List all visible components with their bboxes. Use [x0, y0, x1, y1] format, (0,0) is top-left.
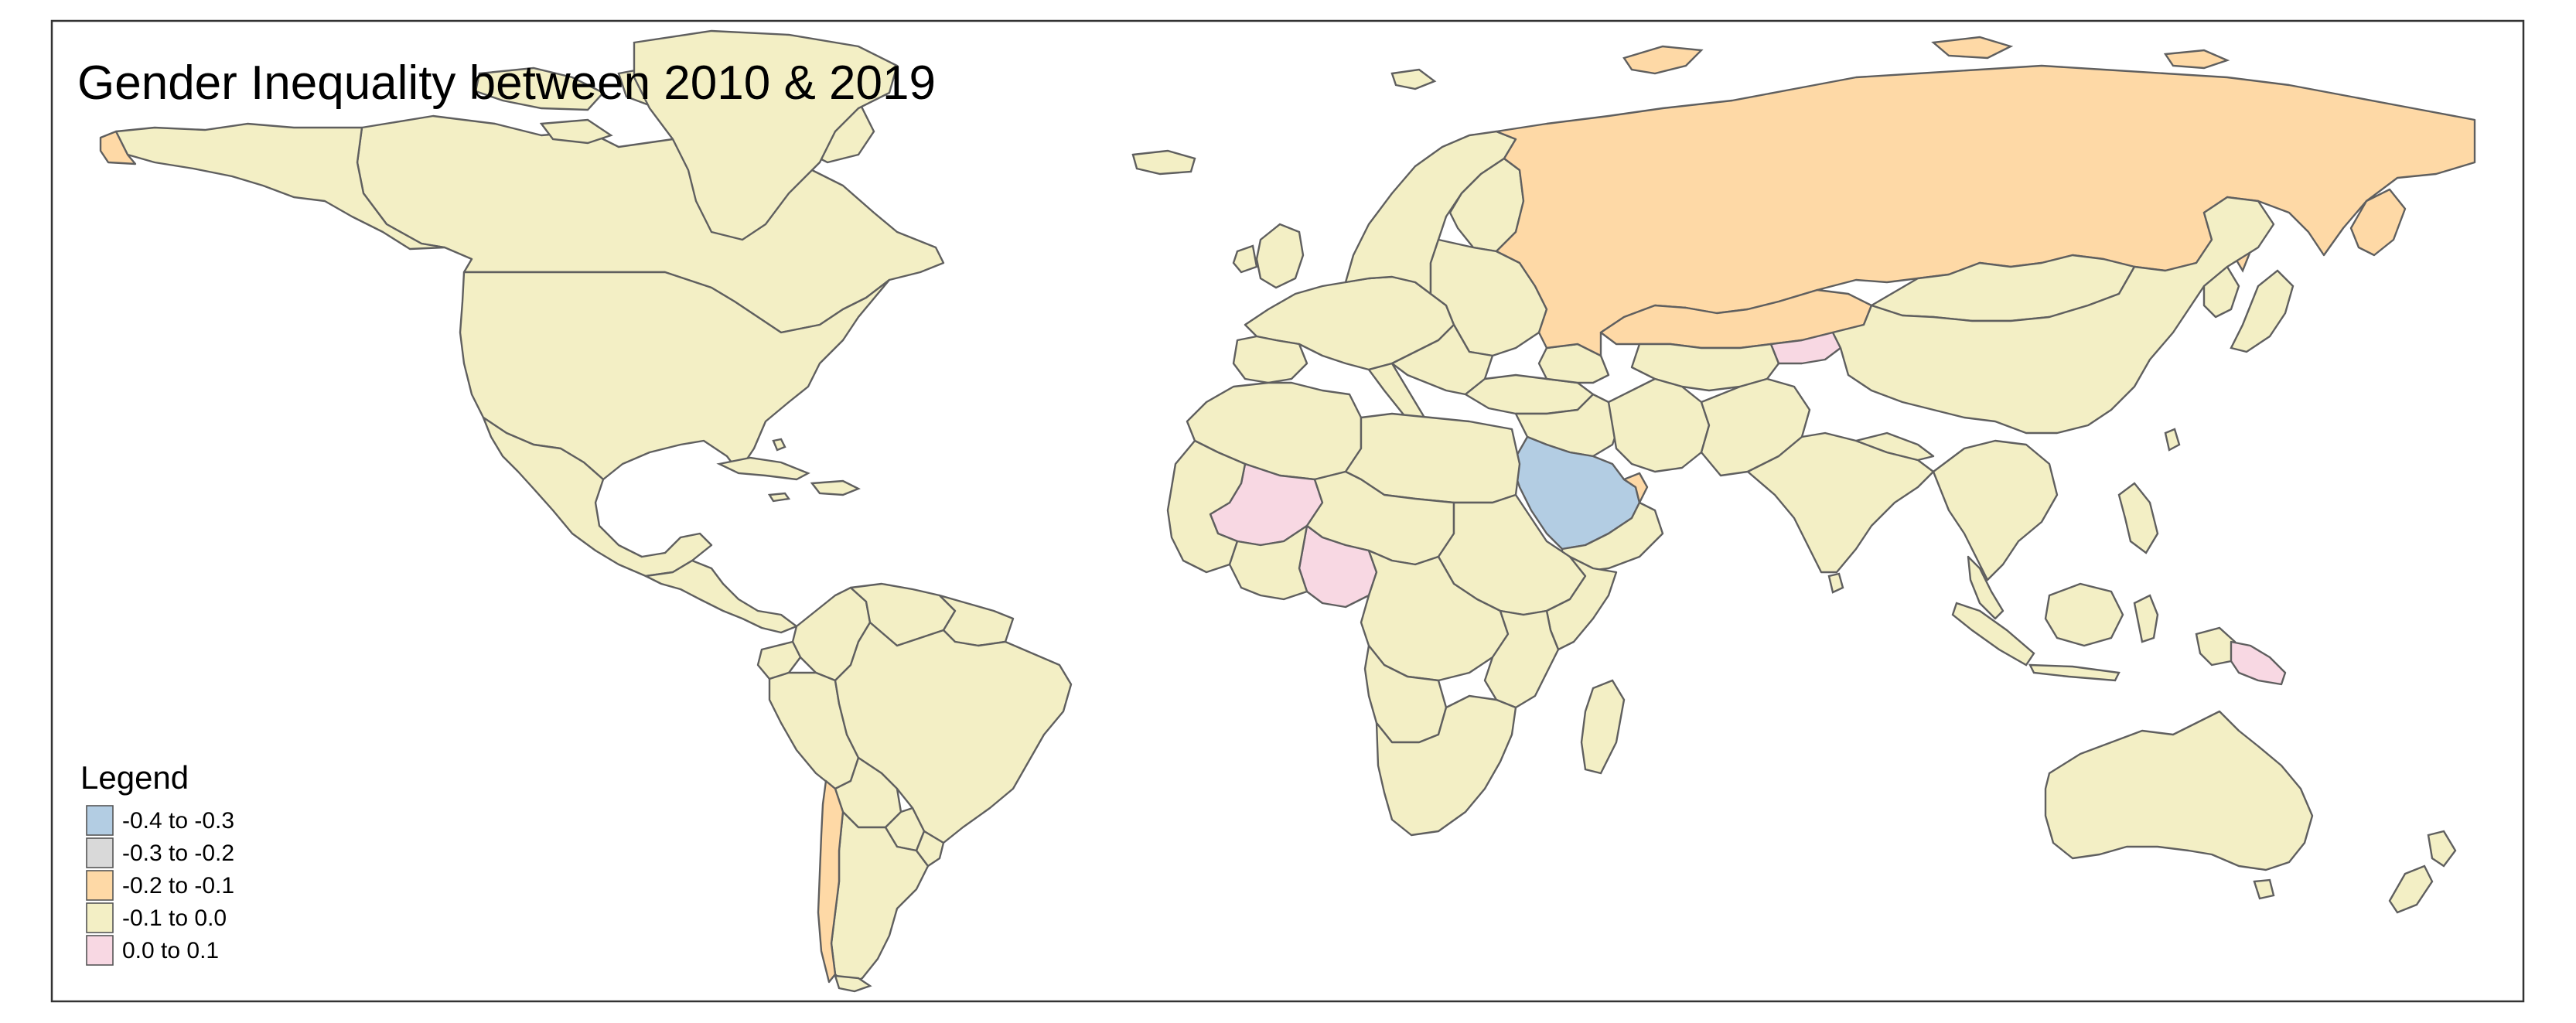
island-cuba [716, 456, 810, 481]
island-severnaya [1931, 36, 2014, 60]
country-kyrgyzstan [1769, 331, 1842, 365]
island-sri-lanka [1827, 572, 1844, 594]
country-somalia [1545, 555, 1618, 651]
island-uk [1255, 223, 1305, 289]
country-kamchatka [2349, 188, 2407, 257]
country-indochina [1932, 439, 2059, 581]
island-philippines [2117, 482, 2159, 554]
map-title: Gender Inequality between 2010 & 2019 [77, 56, 936, 110]
country-china [1831, 196, 2275, 435]
island-taiwan [2164, 428, 2181, 452]
island-bahamas [772, 438, 786, 452]
country-australia [2044, 710, 2314, 871]
island-sulawesi [2133, 594, 2159, 643]
island-hispaniola [810, 479, 861, 496]
island-arctic-1 [474, 66, 605, 111]
country-east-africa [1483, 609, 1560, 709]
island-tierra-del-fuego [834, 974, 872, 993]
legend: Legend -0.4 to -0.3 -0.3 to -0.2 -0.2 to -… [80, 759, 234, 966]
island-iceland [1131, 149, 1196, 176]
island-greenland [633, 29, 899, 241]
island-borneo [2044, 582, 2124, 647]
country-malay-peninsula [1967, 555, 2005, 620]
legend-swatch [86, 902, 114, 933]
country-west-alaska-tip [99, 130, 137, 165]
country-west-africa-coast [1166, 439, 1247, 574]
country-usa-alaska [114, 122, 446, 251]
legend-swatch [86, 805, 114, 836]
country-uae [1622, 472, 1649, 504]
legend-items: -0.4 to -0.3 -0.3 to -0.2 -0.2 to -0.1 -0.1… [86, 805, 234, 966]
legend-label: -0.2 to -0.1 [122, 873, 234, 899]
island-sumatra [1951, 602, 2035, 667]
country-chile [817, 779, 844, 984]
legend-label: -0.1 to 0.0 [122, 905, 227, 931]
island-jamaica [767, 492, 791, 503]
island-madagascar [1580, 679, 1626, 775]
country-balkans [1390, 323, 1494, 396]
island-novaya-zemlya [1622, 45, 1704, 75]
country-iberia [1232, 335, 1308, 384]
country-india [1746, 431, 1935, 574]
legend-swatch [86, 935, 114, 966]
country-mexico [482, 416, 713, 578]
island-java [2028, 663, 2121, 682]
country-papua-new-guinea [2230, 640, 2287, 686]
country-korea [2202, 265, 2240, 319]
land-layer [99, 29, 2476, 993]
island-japan [2230, 269, 2295, 353]
legend-label: -0.3 to -0.2 [122, 841, 234, 866]
legend-swatch [86, 837, 114, 868]
island-new-zealand-south [2388, 864, 2434, 914]
country-uruguay [915, 830, 945, 868]
country-central-africa [1360, 549, 1510, 682]
island-svalbard [1390, 68, 1437, 90]
island-new-zealand-north [2427, 830, 2457, 868]
island-tasmania [2253, 878, 2275, 900]
island-arctic-4 [539, 118, 613, 145]
island-ireland [1232, 244, 1258, 274]
country-nepal-bangladesh [1854, 431, 1935, 462]
island-new-siberian [2163, 49, 2230, 70]
legend-label: -0.4 to -0.3 [122, 808, 234, 834]
country-southern-africa [1375, 694, 1517, 837]
legend-swatch [86, 870, 114, 901]
country-gulf-guinea [1228, 524, 1308, 601]
legend-label: 0.0 to 0.1 [122, 938, 219, 963]
legend-title: Legend [80, 759, 189, 796]
